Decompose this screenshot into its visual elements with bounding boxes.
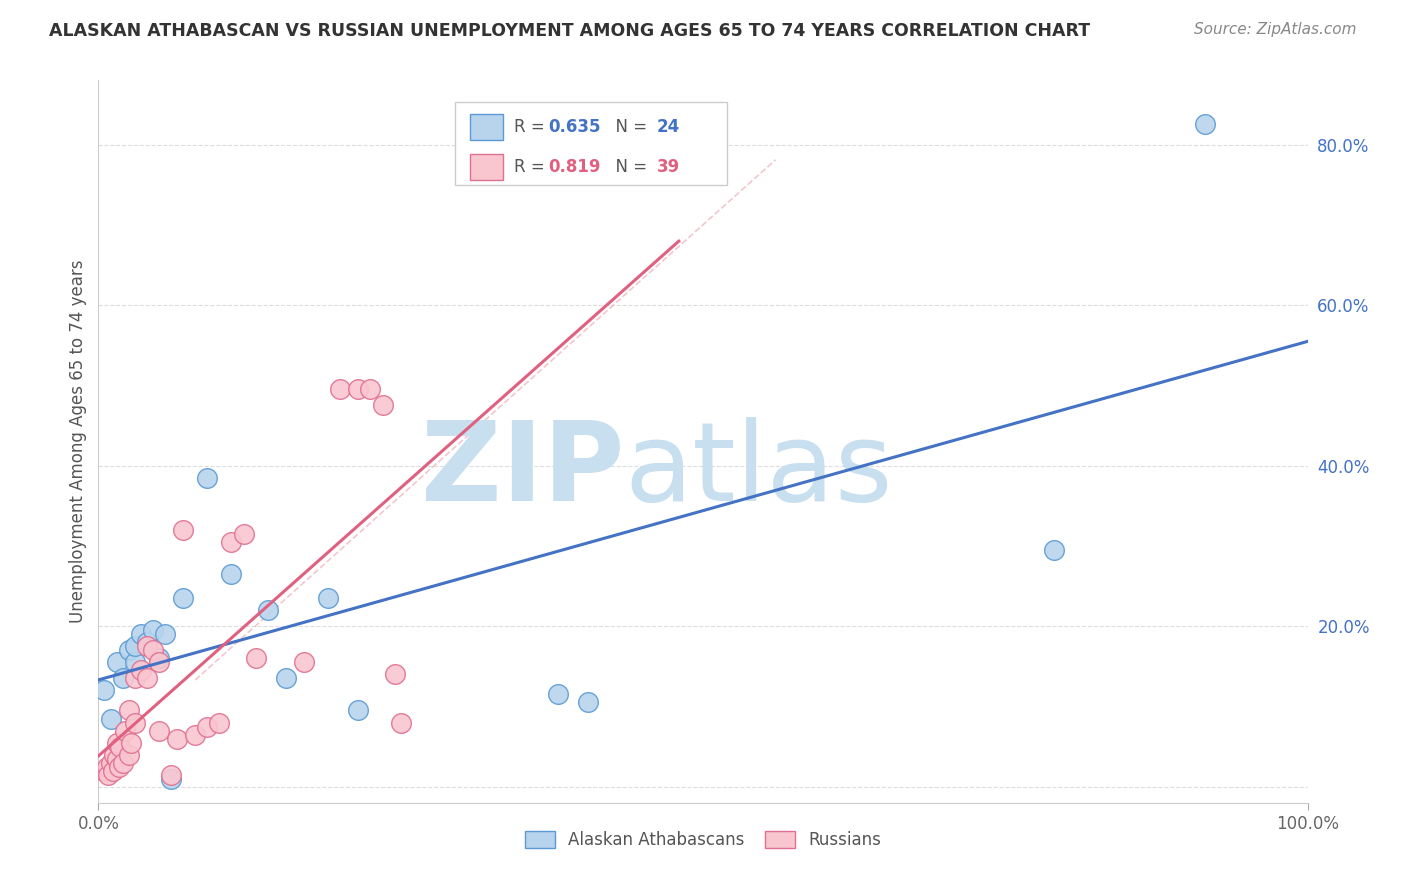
Point bbox=[547, 687, 569, 701]
Point bbox=[118, 643, 141, 657]
Point bbox=[576, 696, 599, 710]
Text: 0.635: 0.635 bbox=[548, 118, 600, 136]
Point bbox=[245, 651, 267, 665]
Point bbox=[108, 739, 131, 754]
Point bbox=[148, 651, 170, 665]
Point bbox=[256, 603, 278, 617]
Point bbox=[124, 655, 146, 669]
Point bbox=[135, 635, 157, 649]
FancyBboxPatch shape bbox=[470, 114, 503, 140]
Point bbox=[129, 664, 152, 678]
Point bbox=[329, 382, 352, 396]
Point bbox=[118, 747, 141, 762]
Point bbox=[142, 643, 165, 657]
Point bbox=[195, 470, 218, 484]
Point bbox=[111, 671, 134, 685]
Text: 39: 39 bbox=[657, 158, 681, 176]
Point bbox=[120, 735, 142, 749]
Point bbox=[105, 751, 128, 765]
Point bbox=[160, 767, 183, 781]
Point bbox=[135, 671, 157, 685]
Point bbox=[153, 627, 176, 641]
Point bbox=[232, 526, 254, 541]
Point bbox=[1194, 117, 1216, 131]
Point bbox=[166, 731, 188, 746]
Point bbox=[1042, 542, 1064, 557]
Point bbox=[103, 747, 125, 762]
Point bbox=[208, 715, 231, 730]
Text: R =: R = bbox=[515, 118, 550, 136]
Point bbox=[371, 398, 394, 412]
Text: 24: 24 bbox=[657, 118, 681, 136]
Point bbox=[292, 655, 315, 669]
Point bbox=[347, 703, 370, 717]
Text: atlas: atlas bbox=[624, 417, 893, 524]
Text: N =: N = bbox=[605, 118, 652, 136]
Text: ZIP: ZIP bbox=[420, 417, 624, 524]
Point bbox=[172, 591, 194, 606]
Point bbox=[184, 728, 207, 742]
Text: N =: N = bbox=[605, 158, 652, 176]
Point bbox=[111, 756, 134, 770]
Point bbox=[124, 715, 146, 730]
Point bbox=[172, 523, 194, 537]
Point bbox=[148, 723, 170, 738]
FancyBboxPatch shape bbox=[470, 153, 503, 180]
Point bbox=[274, 671, 297, 685]
Legend: Alaskan Athabascans, Russians: Alaskan Athabascans, Russians bbox=[519, 824, 887, 856]
Point bbox=[221, 567, 243, 582]
Text: R =: R = bbox=[515, 158, 550, 176]
Y-axis label: Unemployment Among Ages 65 to 74 years: Unemployment Among Ages 65 to 74 years bbox=[69, 260, 87, 624]
Point bbox=[384, 667, 406, 681]
Point bbox=[105, 655, 128, 669]
Point bbox=[360, 382, 382, 396]
FancyBboxPatch shape bbox=[456, 102, 727, 185]
Point bbox=[316, 591, 339, 606]
Point bbox=[118, 703, 141, 717]
Point bbox=[93, 683, 115, 698]
Point bbox=[108, 760, 131, 774]
Point bbox=[135, 639, 157, 653]
Point bbox=[389, 715, 412, 730]
Point bbox=[100, 756, 122, 770]
Point bbox=[100, 712, 122, 726]
Point bbox=[347, 382, 370, 396]
Text: ALASKAN ATHABASCAN VS RUSSIAN UNEMPLOYMENT AMONG AGES 65 TO 74 YEARS CORRELATION: ALASKAN ATHABASCAN VS RUSSIAN UNEMPLOYME… bbox=[49, 22, 1090, 40]
Point bbox=[148, 655, 170, 669]
Text: 0.819: 0.819 bbox=[548, 158, 600, 176]
Point bbox=[129, 627, 152, 641]
Point bbox=[221, 534, 243, 549]
Point bbox=[93, 764, 115, 778]
Point bbox=[160, 772, 183, 786]
Point bbox=[105, 735, 128, 749]
Point bbox=[142, 623, 165, 637]
Point bbox=[124, 671, 146, 685]
Point bbox=[114, 723, 136, 738]
Point bbox=[124, 639, 146, 653]
Point bbox=[96, 760, 118, 774]
Point bbox=[101, 764, 124, 778]
Text: Source: ZipAtlas.com: Source: ZipAtlas.com bbox=[1194, 22, 1357, 37]
Point bbox=[195, 719, 218, 733]
Point bbox=[97, 767, 120, 781]
